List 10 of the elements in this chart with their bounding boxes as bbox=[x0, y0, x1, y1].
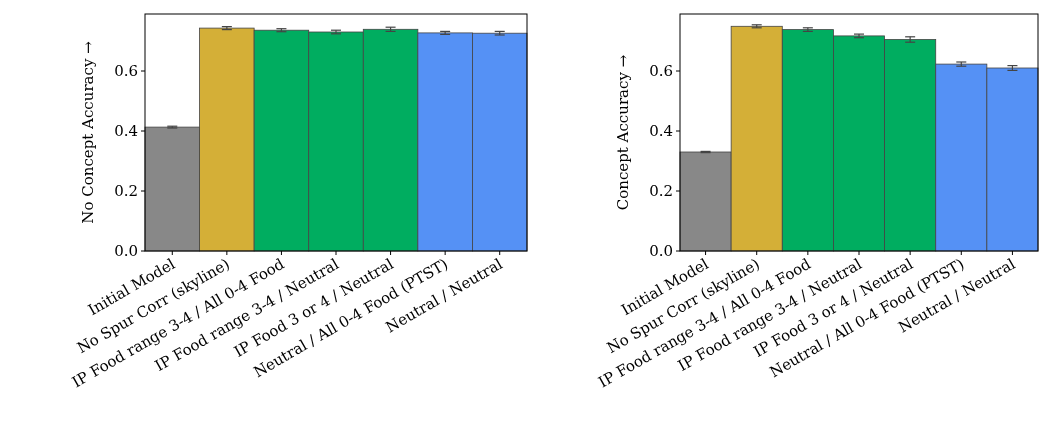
y-axis-title: No Concept Accuracy → bbox=[79, 40, 97, 224]
y-axis-title: Concept Accuracy → bbox=[614, 54, 632, 211]
y-tick-label: 0.0 bbox=[114, 242, 138, 261]
y-tick-label: 0.0 bbox=[649, 242, 673, 261]
y-tick-label: 0.2 bbox=[649, 182, 673, 201]
y-tick-label: 0.4 bbox=[649, 122, 673, 141]
y-tick-label: 0.6 bbox=[114, 62, 138, 81]
y-tick-label: 0.4 bbox=[114, 122, 138, 141]
y-tick-label: 0.6 bbox=[649, 62, 673, 81]
y-tick-label: 0.2 bbox=[114, 182, 138, 201]
